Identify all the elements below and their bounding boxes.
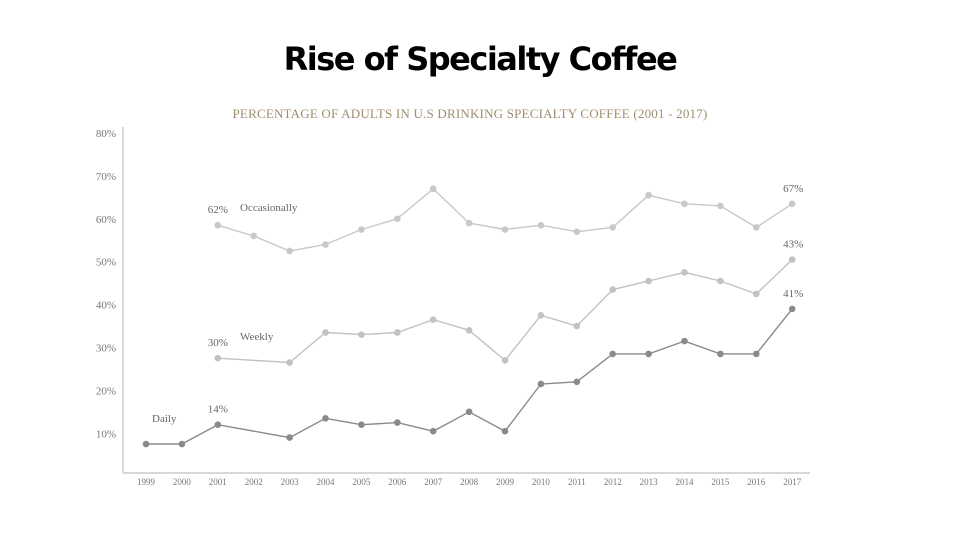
series-line: [217, 187, 793, 252]
data-point: [250, 232, 257, 240]
data-point: [681, 337, 688, 345]
x-tick-label: 2016: [747, 477, 766, 487]
data-point: [573, 228, 581, 235]
y-tick-label: 40%: [96, 300, 116, 312]
data-point: [429, 427, 437, 435]
x-tick-label: 2001: [209, 477, 227, 487]
series-points: [142, 185, 796, 448]
data-point: [358, 226, 365, 233]
data-point: [753, 290, 760, 298]
data-point: [788, 305, 796, 313]
data-point: [537, 312, 545, 319]
data-point: [609, 286, 616, 293]
data-point: [214, 221, 222, 229]
data-point: [358, 421, 365, 429]
data-point: [753, 224, 760, 231]
y-tick-label: 70%: [96, 171, 116, 183]
data-point: [286, 434, 293, 441]
x-tick-label: 2003: [281, 477, 300, 487]
data-label: 67%: [783, 183, 803, 195]
data-point: [609, 224, 616, 231]
series-line: [146, 308, 793, 445]
data-point: [645, 277, 652, 285]
data-point: [717, 350, 724, 358]
x-tick-label: 2010: [532, 477, 551, 487]
y-tick-label: 20%: [96, 385, 116, 397]
x-tick-label: 2002: [245, 477, 263, 487]
data-point: [322, 329, 329, 336]
series-lines: [146, 187, 793, 445]
data-point: [429, 185, 437, 193]
data-point: [394, 329, 401, 336]
data-point: [322, 414, 329, 422]
x-tick-label: 2004: [317, 477, 336, 487]
data-point: [286, 247, 293, 255]
data-point: [501, 427, 509, 435]
data-point: [465, 327, 473, 334]
x-tick-label: 2007: [424, 477, 443, 487]
data-point: [465, 219, 473, 227]
data-point: [788, 200, 796, 208]
data-point: [214, 421, 222, 429]
data-point: [358, 331, 365, 338]
x-tick-label: 2000: [173, 477, 192, 487]
y-tick-label: 50%: [96, 257, 116, 269]
data-point: [717, 202, 724, 210]
data-label: 14%: [208, 404, 228, 416]
y-axis-ticks: 10% 20% 30% 40% 50% 60% 70% 80%: [96, 128, 116, 440]
x-tick-label: 2006: [388, 477, 407, 487]
data-point: [645, 350, 652, 358]
series-line: [217, 259, 793, 364]
y-tick-label: 60%: [96, 214, 116, 226]
data-point: [645, 191, 652, 199]
data-label: 30%: [208, 337, 228, 349]
x-tick-label: 2013: [640, 477, 659, 487]
data-point: [394, 419, 401, 426]
chart-title: PERCENTAGE OF ADULTS IN U.S DRINKING SPE…: [232, 106, 708, 121]
series-labels: Occasionally 62% 67% Weekly 30% 43% Daily 14% 41…: [152, 183, 803, 425]
data-point: [609, 350, 616, 358]
data-point: [501, 226, 509, 233]
data-point: [573, 322, 581, 330]
x-tick-label: 2014: [676, 477, 695, 487]
data-label: 62%: [208, 204, 228, 216]
y-tick-label: 10%: [96, 428, 116, 440]
x-tick-label: 2017: [783, 477, 802, 487]
data-label: 43%: [783, 239, 803, 251]
series-name-label: Daily: [152, 413, 177, 425]
data-point: [717, 277, 724, 285]
chart-axes: [122, 127, 810, 474]
data-point: [465, 408, 473, 416]
slide-title: Rise of Specialty Coffee: [283, 40, 678, 78]
data-point: [537, 221, 545, 229]
data-point: [501, 357, 509, 364]
data-point: [537, 380, 545, 388]
data-label: 41%: [783, 288, 803, 300]
x-tick-label: 2009: [496, 477, 515, 487]
x-tick-label: 2008: [460, 477, 479, 487]
x-tick-label: 2005: [352, 477, 371, 487]
series-name-label: Occasionally: [240, 202, 298, 214]
data-point: [394, 215, 401, 223]
data-point: [142, 440, 150, 448]
data-point: [753, 350, 760, 358]
series-name-label: Weekly: [240, 331, 274, 343]
data-point: [573, 378, 581, 386]
x-tick-label: 2012: [604, 477, 622, 487]
data-point: [178, 440, 186, 448]
data-point: [681, 269, 688, 276]
data-point: [322, 241, 329, 248]
data-point: [429, 316, 437, 323]
x-tick-label: 1999: [137, 477, 156, 487]
x-tick-label: 2015: [711, 477, 730, 487]
x-axis-ticks: 1999 2000 2001 2002 2003 2004 2005 2006 2007 2008…: [137, 477, 802, 487]
data-point: [681, 200, 688, 208]
data-point: [788, 256, 796, 263]
y-tick-label: 30%: [96, 343, 116, 355]
data-point: [214, 354, 222, 362]
x-tick-label: 2011: [568, 477, 586, 487]
y-tick-label: 80%: [96, 128, 116, 140]
data-point: [286, 359, 293, 366]
